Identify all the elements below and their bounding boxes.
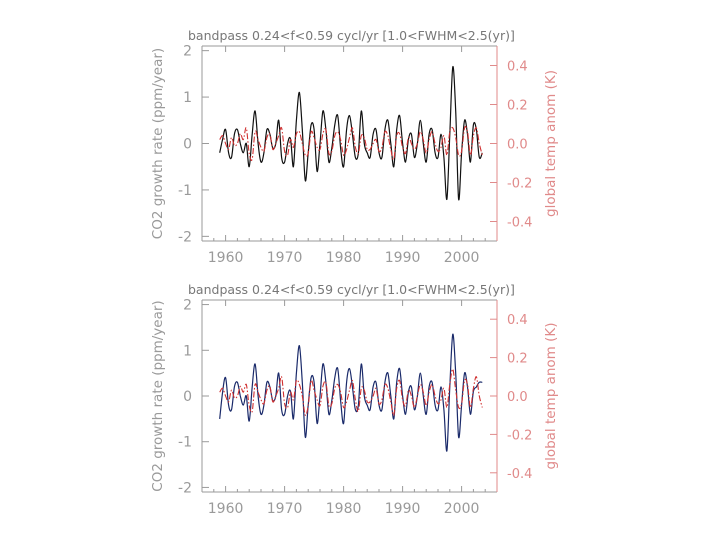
- y2-axis-title: global temp anom (K): [543, 70, 559, 217]
- y2-tick-label: 0.0: [507, 138, 528, 153]
- y2-axis-title: global temp anom (K): [543, 323, 559, 470]
- x-tick-label: 2000: [444, 250, 480, 266]
- x-tick-label: 1980: [326, 250, 362, 266]
- y-tick-label: -2: [178, 229, 192, 245]
- y-tick-label: -2: [178, 480, 192, 496]
- y2-tick-label: 0.4: [507, 60, 528, 75]
- y2-tick-label: 0.4: [507, 313, 528, 328]
- x-tick-label: 1990: [385, 501, 421, 517]
- chart-title: bandpass 0.24<f<0.59 cycl/yr [1.0<FWHM<2…: [188, 282, 515, 297]
- y2-tick-label: 0.2: [507, 99, 528, 114]
- y2-tick-label: -0.2: [507, 428, 532, 443]
- y-axis-title: CO2 growth rate (ppm/year): [150, 300, 166, 491]
- y-tick-label: 0: [183, 137, 192, 153]
- x-tick-label: 1990: [385, 250, 421, 266]
- x-tick-label: 2000: [444, 501, 480, 517]
- y-tick-label: 2: [183, 44, 192, 60]
- y-tick-label: 2: [183, 298, 192, 314]
- y2-tick-label: 0.2: [507, 352, 528, 367]
- x-tick-label: 1960: [208, 250, 244, 266]
- y2-tick-label: 0.0: [507, 390, 528, 405]
- y-tick-label: 1: [183, 90, 192, 106]
- x-tick-label: 1980: [326, 501, 362, 517]
- y2-tick-label: -0.2: [507, 177, 532, 192]
- temperature-series-line: [219, 125, 483, 161]
- x-tick-label: 1970: [267, 501, 303, 517]
- y-tick-label: -1: [178, 435, 192, 451]
- temperature-series-line: [219, 368, 483, 417]
- y-axis-title: CO2 growth rate (ppm/year): [150, 48, 166, 239]
- y-tick-label: 1: [183, 343, 192, 359]
- y-tick-label: -1: [178, 183, 192, 199]
- chart-title: bandpass 0.24<f<0.59 cycl/yr [1.0<FWHM<2…: [188, 28, 515, 43]
- y2-tick-label: -0.4: [507, 216, 532, 231]
- y-tick-label: 0: [183, 389, 192, 405]
- y2-tick-label: -0.4: [507, 467, 532, 482]
- x-tick-label: 1960: [208, 501, 244, 517]
- x-tick-label: 1970: [267, 250, 303, 266]
